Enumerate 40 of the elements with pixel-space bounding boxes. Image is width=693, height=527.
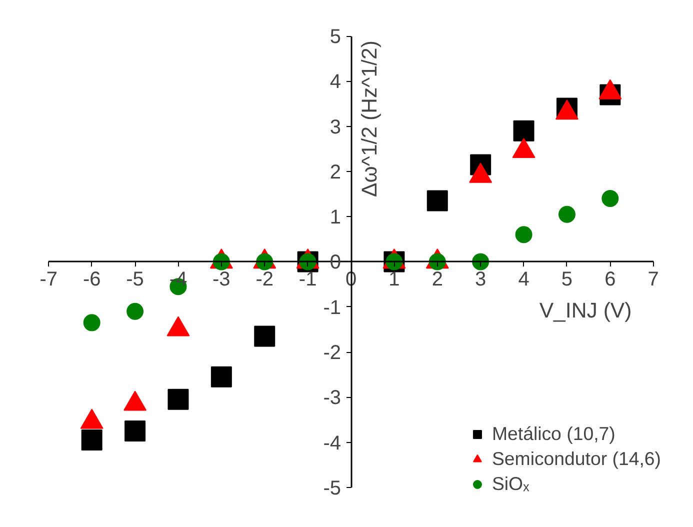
x-tick-label: -6 <box>82 268 101 291</box>
y-tick-label: 4 <box>330 71 341 94</box>
point <box>602 190 619 208</box>
x-tick-label: 2 <box>432 268 443 291</box>
x-tick-label: 3 <box>475 268 486 291</box>
point <box>210 366 232 388</box>
y-tick-label: -1 <box>323 296 342 319</box>
point <box>513 120 534 142</box>
point <box>168 388 189 410</box>
point <box>126 302 144 320</box>
y-tick-label: -3 <box>323 387 342 410</box>
y-tick-label: 1 <box>330 206 341 229</box>
point <box>515 226 532 244</box>
legend-label: Metálico (10,7) <box>492 423 616 445</box>
x-tick-label: -7 <box>40 268 58 291</box>
point <box>81 430 102 451</box>
x-tick-label: 7 <box>648 268 659 291</box>
x-tick-label: -1 <box>298 268 317 291</box>
y-tick-label: 3 <box>330 116 341 138</box>
point <box>254 326 276 347</box>
point <box>83 314 100 332</box>
x-tick-label: -3 <box>212 268 230 291</box>
y-tick-label: -5 <box>323 477 342 500</box>
legend-label: Semicondutor (14,6) <box>492 448 661 470</box>
x-tick-label: 6 <box>604 268 616 291</box>
y-tick-label: 5 <box>330 26 341 48</box>
x-tick-label: 5 <box>561 268 573 291</box>
x-tick-label: -5 <box>126 268 144 291</box>
y-tick-label: -2 <box>323 342 342 364</box>
point <box>124 420 146 442</box>
point <box>426 190 448 212</box>
y-tick-label: 2 <box>330 161 341 184</box>
y-tick-label: -4 <box>323 432 342 454</box>
x-tick-label: 1 <box>388 268 400 291</box>
legend-label: SiOₓ <box>492 473 530 495</box>
x-tick-label: -2 <box>256 268 274 291</box>
x-tick-label: 4 <box>518 268 530 291</box>
y-axis-title: Δω^1/2 (Hz^1/2) <box>357 40 382 197</box>
point <box>558 206 576 223</box>
x-axis-title: V_INJ (V) <box>539 298 632 323</box>
